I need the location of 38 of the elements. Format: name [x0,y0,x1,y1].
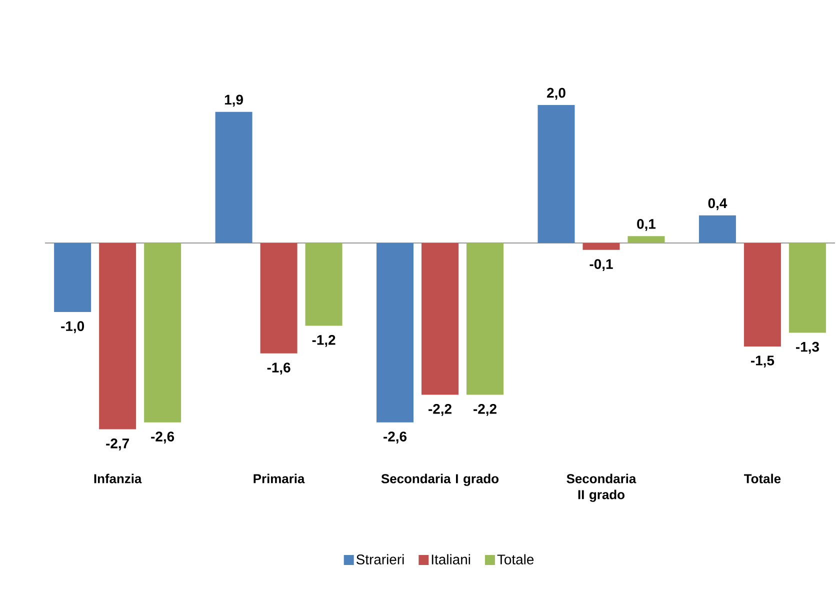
legend-label: Strarieri [356,554,404,564]
legend-label: Italiani [432,554,470,564]
data-label: -1,0 [61,321,84,334]
data-label: -0,1 [590,259,613,271]
bar [582,242,620,250]
data-label: -2,6 [384,432,407,444]
data-label: -2,2 [428,404,452,416]
data-label: -1,6 [267,362,290,374]
data-label: 2,0 [547,88,566,100]
data-label: -2,6 [151,432,174,444]
data-label: 0,1 [637,218,656,231]
bar [466,242,504,395]
bar [54,242,92,312]
data-label: 0,4 [708,198,728,210]
x-tick-label: Secondaria II grado [566,474,636,502]
bar [538,104,575,243]
x-tick-label: Secondaria I grado [381,474,499,486]
data-label: -2,2 [474,404,496,416]
bar [788,242,826,333]
bar [698,215,736,243]
bar [376,242,414,422]
data-label: 1,9 [224,94,243,107]
bar [628,236,665,243]
bar [422,242,459,395]
legend-label: Totale [497,554,534,564]
bar [144,242,182,422]
bar [744,242,781,346]
bar [99,242,136,430]
x-tick-label: Infanzia [94,474,142,484]
x-tick-label: Totale [744,474,781,484]
bar [215,112,252,243]
data-label: -1,2 [312,334,336,347]
data-label: -2,7 [106,438,129,450]
data-label: -1,3 [796,342,819,354]
bar [260,242,298,354]
data-label: -1,5 [750,356,774,368]
x-tick-label: Primaria [254,474,305,484]
bar [305,242,342,326]
